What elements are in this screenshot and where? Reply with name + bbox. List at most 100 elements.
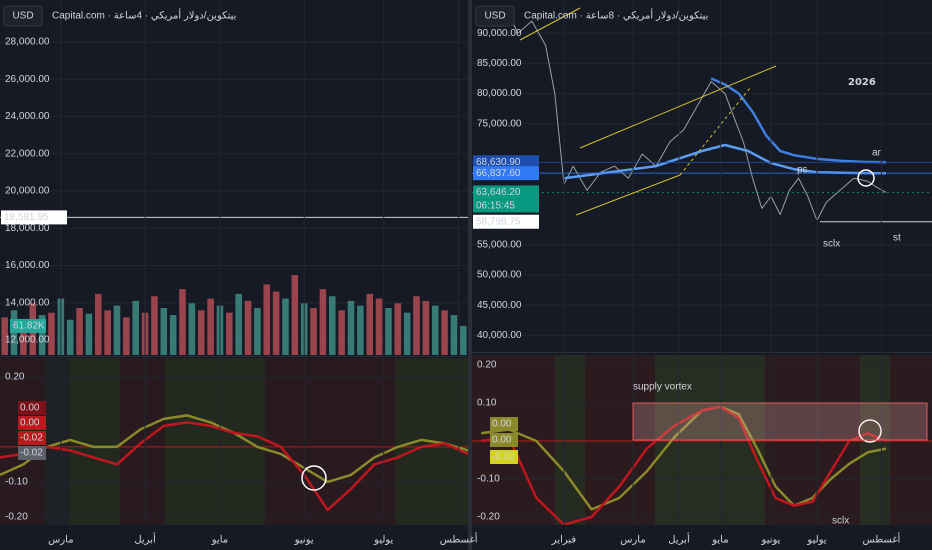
value-badge: [18, 431, 46, 445]
value-badge: [18, 401, 46, 415]
volume-bar: [329, 296, 336, 355]
price-label: 68,630.90: [476, 157, 521, 168]
y-tick-label: 28,000.00: [5, 37, 50, 48]
y-tick-label: 80,000.00: [477, 88, 522, 99]
y-tick-label: 0.20: [5, 372, 25, 383]
volume-bar: [441, 310, 448, 355]
value-badge-label: 0.00: [492, 419, 512, 430]
series-line: [710, 77, 887, 164]
volume-bar: [76, 307, 83, 355]
y-tick-label: 22,000.00: [5, 148, 50, 159]
chart-pane: [472, 14, 932, 336]
y-tick-label: 45,000.00: [477, 300, 522, 311]
volume-bar: [413, 296, 420, 355]
y-tick-label: 18,000.00: [5, 223, 50, 234]
x-tick-label: أبريل: [134, 533, 156, 546]
countdown: 06:15:45: [476, 201, 515, 212]
volume-bar: [20, 322, 27, 355]
volume-bar: [338, 310, 345, 355]
annotation: sclx: [823, 239, 840, 250]
x-tick-label: يونيو: [294, 535, 314, 546]
volume-bar: [254, 307, 261, 355]
annotation: st: [893, 233, 901, 244]
y-tick-label: -0.20: [477, 512, 500, 523]
y-tick-label: 50,000.00: [477, 270, 522, 281]
volume-bar: [207, 298, 214, 355]
volume-bar: [310, 307, 317, 355]
value-badge: [490, 433, 518, 447]
volume-bar: [272, 291, 280, 355]
volume-bar: [48, 312, 55, 355]
x-tick-label: أغسطس: [440, 533, 478, 546]
volume-bar: [104, 310, 111, 355]
x-tick-label: أغسطس: [862, 533, 900, 546]
volume-bar: [244, 300, 252, 355]
y-tick-label: -0.10: [5, 477, 28, 488]
y-tick-label: 12,000.00: [5, 335, 50, 346]
series-line: [0, 421, 468, 512]
chart-title: Capital.com · بيتكوين/دولار أمريكي · 8سا…: [524, 9, 708, 22]
symbol: USD: [12, 11, 33, 22]
value-badge-label: -0.02: [20, 433, 43, 444]
y-tick-label: 26,000.00: [5, 74, 50, 85]
value-badge-label: 0.00: [20, 403, 40, 414]
volume-bar: [188, 303, 196, 355]
volume-bar: [1, 317, 8, 355]
volume-bar: [235, 293, 242, 355]
volume-bar: [85, 313, 93, 355]
price-badge: [473, 166, 539, 181]
symbol-box: [475, 5, 515, 27]
y-tick-label: 40,000.00: [477, 330, 522, 341]
x-tick-label: مارس: [620, 535, 645, 546]
volume-bar: [95, 293, 102, 355]
volume-bar: [179, 289, 186, 355]
price-label: 63,646.20: [476, 187, 521, 198]
volume-bar: [132, 300, 139, 355]
volume-bar: [291, 275, 299, 355]
volume-bar: [123, 317, 130, 355]
x-tick-label: أبريل: [668, 533, 690, 546]
volume-bar: [366, 293, 373, 355]
x-tick-label: مايو: [711, 535, 728, 546]
y-tick-label: 0.10: [477, 398, 497, 409]
x-tick-label: فبراير: [551, 535, 577, 546]
annotation: sclx: [832, 516, 849, 527]
volume-bar: [160, 307, 168, 355]
volume-bar: [431, 305, 439, 355]
y-tick-label: 16,000.00: [5, 260, 50, 271]
volume-bar: [263, 284, 271, 355]
volume-bar: [375, 298, 383, 355]
value-badge-label: -0.02: [492, 452, 515, 463]
chart-layer: [0, 0, 932, 525]
volume-label: 61.82K: [13, 321, 45, 332]
price-badge: [473, 214, 539, 229]
overlay: USD Capital.com · بيتكوين/دولار أمريكي ·…: [1, 5, 901, 546]
volume-bar: [403, 312, 411, 355]
value-badge: [490, 450, 518, 464]
symbol: USD: [484, 11, 505, 22]
value-badge-label: -0.02: [20, 448, 43, 459]
annotation: supply vortex: [633, 382, 692, 393]
volume-bar: [450, 315, 458, 355]
volume-bar: [38, 315, 46, 355]
y-tick-label: -0.20: [5, 512, 28, 523]
volume-bar: [113, 305, 121, 355]
drawings: [301, 7, 928, 491]
price-badge: [473, 185, 539, 200]
y-tick-label: 85,000.00: [477, 58, 522, 69]
x-tick-label: يوليو: [806, 535, 826, 546]
volume-bar: [151, 296, 158, 355]
value-badge-label: 0.00: [492, 435, 512, 446]
annotation: ar: [872, 148, 882, 159]
volume-bar: [347, 300, 355, 355]
volume-badge: [10, 318, 46, 333]
price-badge: [1, 210, 67, 225]
countdown-badge: [473, 199, 539, 213]
x-tick-label: يوليو: [373, 535, 393, 546]
price-badge: [473, 155, 539, 170]
y-tick-label: 0.20: [477, 360, 497, 371]
price-label: 66,837.60: [476, 168, 521, 179]
x-tick-label: مارس: [48, 535, 73, 546]
volume-bar: [460, 325, 467, 355]
volume-bar: [169, 315, 177, 355]
